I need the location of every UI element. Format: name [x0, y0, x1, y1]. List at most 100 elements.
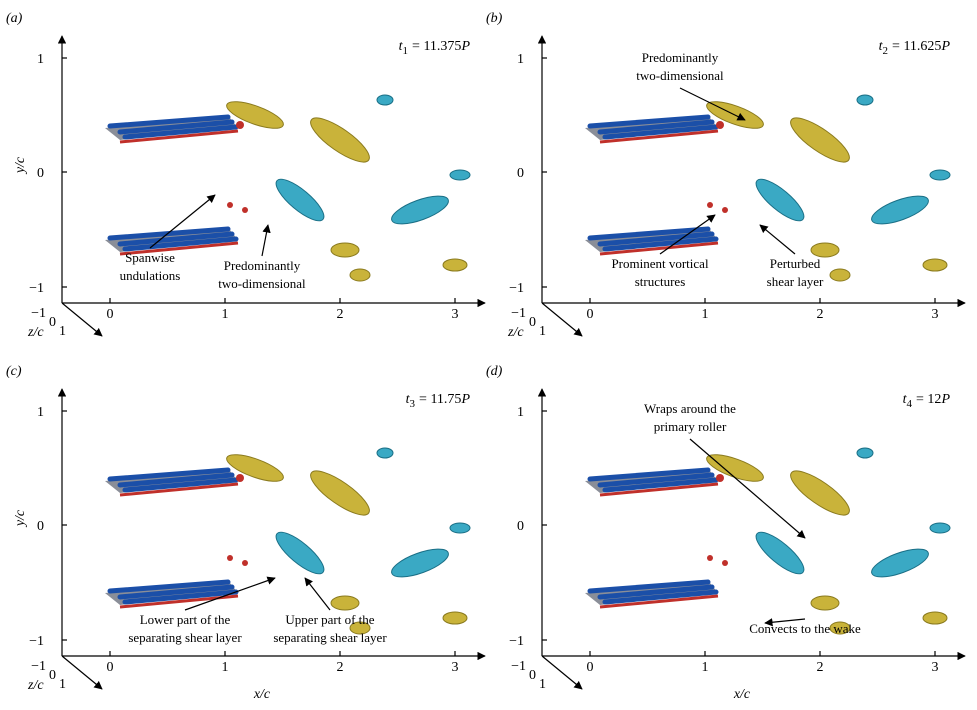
time-index: 3: [410, 398, 416, 410]
x-tick-label: 2: [337, 307, 344, 322]
annotation: Upper part of the separating shear layer: [273, 612, 387, 645]
z-tick-label: 1: [59, 324, 66, 339]
x-tick-label: 0: [587, 660, 594, 675]
annotation: Predominantly two-dimensional: [636, 50, 724, 83]
z-axis: [61, 655, 103, 690]
z-axis: [541, 302, 583, 337]
y-tick-label: 1: [37, 405, 44, 420]
time-label: t3 = 11.75P: [406, 392, 471, 410]
time-unit: P: [460, 39, 470, 54]
annotation: Convects to the wake: [749, 621, 861, 636]
x-tick-label: 3: [452, 660, 459, 675]
y-tick-label: 1: [517, 52, 524, 67]
x-tick-label: 0: [587, 307, 594, 322]
time-value: = 12: [916, 392, 941, 407]
z-tick-label: −1: [511, 659, 526, 674]
y-tick-label: −1: [29, 634, 44, 649]
panel-label: (a): [6, 11, 23, 26]
y-tick-label: 1: [37, 52, 44, 67]
annotation-line: Prominent vortical: [611, 256, 709, 271]
annotation-line: undulations: [120, 268, 181, 283]
time-index: 1: [403, 45, 409, 57]
annotation-arrow: [304, 577, 331, 611]
annotation-line: Convects to the wake: [749, 621, 861, 636]
time-value: = 11.625: [892, 39, 941, 54]
annotation: Lower part of the separating shear layer: [128, 612, 242, 645]
z-tick-label: 0: [529, 668, 536, 683]
panel-label: (c): [6, 364, 22, 379]
annotation: Perturbed shear layer: [767, 256, 824, 289]
z-tick-label: 1: [59, 677, 66, 692]
x-tick-label: 3: [452, 307, 459, 322]
z-tick-label: −1: [511, 306, 526, 321]
annotation-arrow: [689, 438, 806, 539]
x-tick-label: 0: [107, 307, 114, 322]
x-axis-label: x/c: [733, 687, 751, 702]
annotation-line: separating shear layer: [128, 630, 242, 645]
time-symbol: t: [399, 39, 404, 54]
x-tick-label: 0: [107, 660, 114, 675]
time-label: t1 = 11.375P: [399, 39, 471, 57]
time-index: 4: [907, 398, 913, 410]
z-tick-label: 0: [49, 668, 56, 683]
annotation-line: Lower part of the: [140, 612, 231, 627]
y-tick-label: 0: [517, 519, 524, 534]
x-tick-label: 3: [932, 307, 939, 322]
annotation-line: Predominantly: [224, 258, 301, 273]
annotation-line: separating shear layer: [273, 630, 387, 645]
y-tick-label: 1: [517, 405, 524, 420]
vortex-scene: [105, 448, 470, 634]
annotation-line: Upper part of the: [285, 612, 374, 627]
vortex-scene: [585, 95, 950, 281]
annotation-line: shear layer: [767, 274, 824, 289]
x-tick-label: 1: [702, 660, 709, 675]
annotation-line: Spanwise: [125, 250, 175, 265]
annotation: Prominent vortical structures: [611, 256, 709, 289]
y-axis-label: y/c: [13, 156, 28, 175]
time-label: t2 = 11.625P: [879, 39, 951, 57]
z-tick-label: −1: [31, 659, 46, 674]
y-tick-label: 0: [517, 166, 524, 181]
y-tick-label: −1: [509, 281, 524, 296]
x-tick-label: 2: [337, 660, 344, 675]
x-tick-label: 1: [702, 307, 709, 322]
annotation-line: Perturbed: [770, 256, 821, 271]
x-tick-label: 3: [932, 660, 939, 675]
z-tick-label: 1: [539, 324, 546, 339]
annotation-arrow: [149, 194, 216, 249]
time-unit: P: [940, 392, 950, 407]
annotation-arrow: [679, 87, 746, 121]
z-axis-label: z/c: [27, 325, 44, 340]
z-axis: [61, 302, 103, 337]
time-symbol: t: [406, 392, 411, 407]
annotation-line: structures: [635, 274, 686, 289]
time-value: = 11.75: [419, 392, 461, 407]
time-index: 2: [883, 45, 889, 57]
annotation-line: two-dimensional: [636, 68, 724, 83]
annotation: Spanwise undulations: [120, 250, 181, 283]
annotation-line: Predominantly: [642, 50, 719, 65]
panel-label: (b): [486, 11, 503, 26]
y-tick-label: −1: [509, 634, 524, 649]
z-tick-label: 0: [49, 315, 56, 330]
time-label: t4 = 12P: [903, 392, 951, 410]
x-tick-label: 1: [222, 660, 229, 675]
time-symbol: t: [903, 392, 908, 407]
annotation-arrow: [659, 214, 716, 255]
z-tick-label: 1: [539, 677, 546, 692]
z-tick-label: −1: [31, 306, 46, 321]
panel-label: (d): [486, 364, 503, 379]
time-symbol: t: [879, 39, 884, 54]
x-axis-label: x/c: [253, 687, 271, 702]
y-tick-label: 0: [37, 519, 44, 534]
y-tick-label: 0: [37, 166, 44, 181]
time-value: = 11.375: [412, 39, 461, 54]
vortex-scene: [585, 448, 950, 634]
annotation: Wraps around the primary roller: [644, 401, 736, 434]
annotation-arrow: [184, 576, 276, 611]
